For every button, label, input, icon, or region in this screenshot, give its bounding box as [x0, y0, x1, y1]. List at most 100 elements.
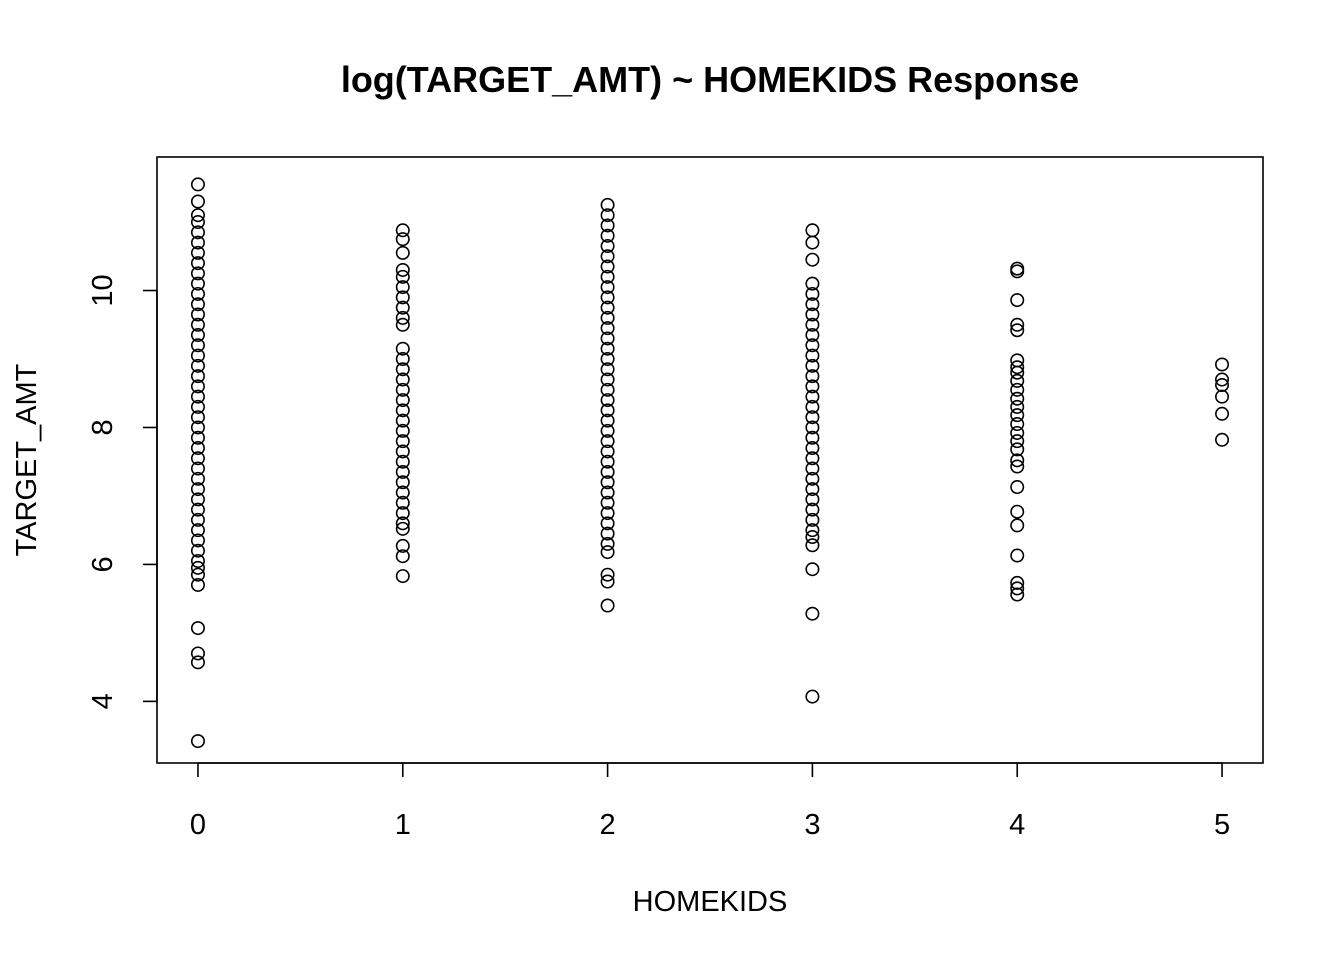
data-point	[395, 393, 410, 408]
data-point	[395, 280, 410, 295]
data-point	[805, 399, 820, 414]
data-point	[1010, 417, 1025, 432]
x-tick-label: 3	[804, 809, 820, 841]
data-point	[600, 382, 615, 397]
data-point	[395, 245, 410, 260]
data-point	[190, 389, 205, 404]
data-point	[190, 369, 205, 384]
data-point	[1215, 389, 1230, 404]
data-point	[1010, 317, 1025, 332]
data-point	[1010, 408, 1025, 423]
x-axis: 0 1 2 3 4 5	[190, 762, 1230, 841]
data-point	[190, 317, 205, 332]
data-point	[190, 492, 205, 507]
data-point	[805, 410, 820, 425]
data-point	[805, 530, 820, 545]
data-point	[395, 310, 410, 325]
data-point	[805, 512, 820, 527]
data-point	[1010, 459, 1025, 474]
data-point	[805, 420, 820, 435]
data-point	[1010, 382, 1025, 397]
data-point	[805, 317, 820, 332]
data-point	[600, 413, 615, 428]
data-point	[190, 348, 205, 363]
data-point	[395, 382, 410, 397]
x-tick-label: 2	[600, 809, 616, 841]
data-point	[600, 362, 615, 377]
data-point	[600, 280, 615, 295]
data-point	[1010, 434, 1025, 449]
data-point	[1010, 504, 1025, 519]
data-point	[395, 516, 410, 531]
data-point	[600, 239, 615, 254]
data-point	[1215, 432, 1230, 447]
data-point	[1010, 587, 1025, 602]
data-point	[395, 475, 410, 490]
data-point	[600, 269, 615, 284]
data-point	[395, 413, 410, 428]
data-point	[395, 423, 410, 438]
data-point	[190, 655, 205, 670]
data-point	[1010, 323, 1025, 338]
data-point	[395, 403, 410, 418]
data-point	[805, 471, 820, 486]
data-point	[190, 523, 205, 538]
data-point	[600, 475, 615, 490]
data-point	[1010, 373, 1025, 388]
data-point	[190, 734, 205, 749]
x-tick-label: 5	[1214, 809, 1230, 841]
data-point	[1215, 357, 1230, 372]
data-point	[805, 389, 820, 404]
x-tick-label: 1	[395, 809, 411, 841]
y-tick-label: 10	[87, 274, 119, 306]
data-point	[190, 621, 205, 636]
data-point	[600, 228, 615, 243]
data-point	[190, 328, 205, 343]
data-point	[190, 307, 205, 322]
data-point	[190, 297, 205, 312]
data-point	[395, 454, 410, 469]
data-point	[600, 506, 615, 521]
data-point	[805, 523, 820, 538]
data-point	[395, 232, 410, 247]
data-point	[600, 331, 615, 346]
data-point	[190, 208, 205, 223]
data-point	[805, 297, 820, 312]
data-point	[190, 553, 205, 568]
data-point	[600, 516, 615, 531]
data-point	[395, 521, 410, 536]
data-point	[190, 225, 205, 240]
data-point	[1215, 372, 1230, 387]
data-point	[805, 307, 820, 322]
data-point	[600, 218, 615, 233]
data-point	[190, 560, 205, 575]
data-point	[395, 464, 410, 479]
data-point	[190, 194, 205, 209]
data-point	[395, 569, 410, 584]
data-point	[805, 328, 820, 343]
data-point	[600, 351, 615, 366]
data-point	[190, 533, 205, 548]
data-point	[190, 266, 205, 281]
data-point	[190, 338, 205, 353]
data-point	[805, 430, 820, 445]
data-point	[600, 290, 615, 305]
plot-frame	[156, 156, 1264, 764]
data-point	[600, 444, 615, 459]
data-point	[395, 549, 410, 564]
data-point	[600, 249, 615, 264]
chart-title: log(TARGET_AMT) ~ HOMEKIDS Response	[341, 59, 1079, 100]
data-point	[600, 197, 615, 212]
data-point	[190, 235, 205, 250]
data-point	[395, 372, 410, 387]
y-tick-label: 8	[87, 419, 119, 435]
data-point	[805, 338, 820, 353]
data-point	[805, 252, 820, 267]
data-point	[805, 235, 820, 250]
data-point	[190, 451, 205, 466]
data-point	[190, 577, 205, 592]
data-point	[600, 567, 615, 582]
data-point	[805, 369, 820, 384]
data-point	[1010, 264, 1025, 279]
